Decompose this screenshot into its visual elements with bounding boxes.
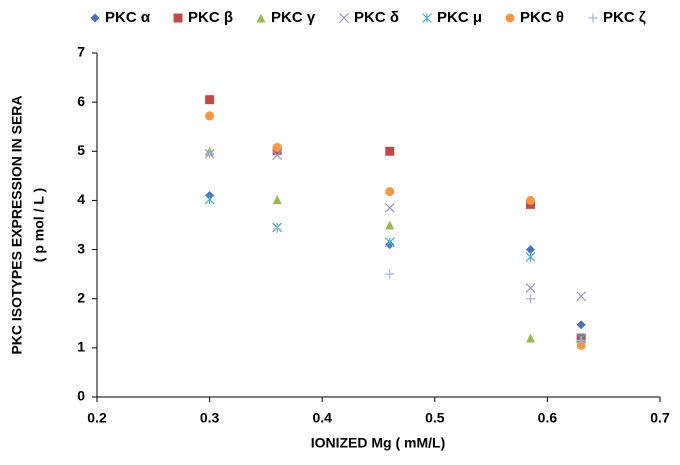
legend-label: PKC δ xyxy=(354,9,399,26)
point xyxy=(525,252,536,262)
y-tick-label: 7 xyxy=(77,44,85,60)
point xyxy=(385,146,395,156)
point xyxy=(576,340,586,350)
point xyxy=(576,335,586,345)
point xyxy=(576,320,586,330)
x-tick-label: 0.4 xyxy=(312,410,332,426)
point xyxy=(384,237,395,248)
y-axis-subtitle: ( p mol / L ) xyxy=(31,188,47,262)
y-tick-label: 6 xyxy=(77,93,85,109)
legend-marker xyxy=(256,13,266,23)
x-tick-label: 0.3 xyxy=(200,410,220,426)
legend-label: PKC μ xyxy=(437,9,482,26)
y-tick-label: 0 xyxy=(77,388,85,404)
point xyxy=(525,282,536,293)
point xyxy=(272,194,282,204)
point xyxy=(385,220,395,230)
legend-label: PKC α xyxy=(105,9,151,26)
point xyxy=(526,195,536,205)
y-tick-label: 4 xyxy=(77,191,85,207)
legend-marker xyxy=(173,13,183,23)
point xyxy=(205,95,215,105)
x-tick-label: 0.7 xyxy=(650,410,670,426)
x-axis-title: IONIZED Mg ( mM/L) xyxy=(311,435,446,451)
legend-marker xyxy=(339,13,349,23)
point xyxy=(576,291,587,302)
point xyxy=(204,194,215,205)
point xyxy=(272,142,282,152)
point xyxy=(526,294,536,304)
legend-label: PKC γ xyxy=(271,9,316,26)
legend-label: PKC θ xyxy=(520,9,564,26)
point xyxy=(205,149,215,159)
point xyxy=(205,111,215,121)
point xyxy=(385,269,395,279)
y-tick-label: 3 xyxy=(77,240,85,256)
x-tick-label: 0.6 xyxy=(538,410,558,426)
x-tick-label: 0.2 xyxy=(87,410,107,426)
legend-label: PKC ζ xyxy=(603,9,646,26)
point xyxy=(526,333,536,343)
legend-marker xyxy=(90,13,100,23)
legend-marker xyxy=(422,13,432,23)
y-axis-title: PKC ISOTYPES EXPRESSION IN SERA xyxy=(9,95,25,354)
point xyxy=(272,224,282,234)
point xyxy=(385,187,395,197)
legend-marker xyxy=(505,13,515,23)
point xyxy=(526,245,536,255)
point xyxy=(272,150,283,161)
y-tick-label: 5 xyxy=(77,142,85,158)
x-tick-label: 0.5 xyxy=(425,410,445,426)
point xyxy=(384,202,395,213)
legend-label: PKC β xyxy=(188,9,233,26)
legend-marker xyxy=(588,13,598,23)
y-tick-label: 1 xyxy=(77,339,85,355)
y-tick-label: 2 xyxy=(77,289,85,305)
